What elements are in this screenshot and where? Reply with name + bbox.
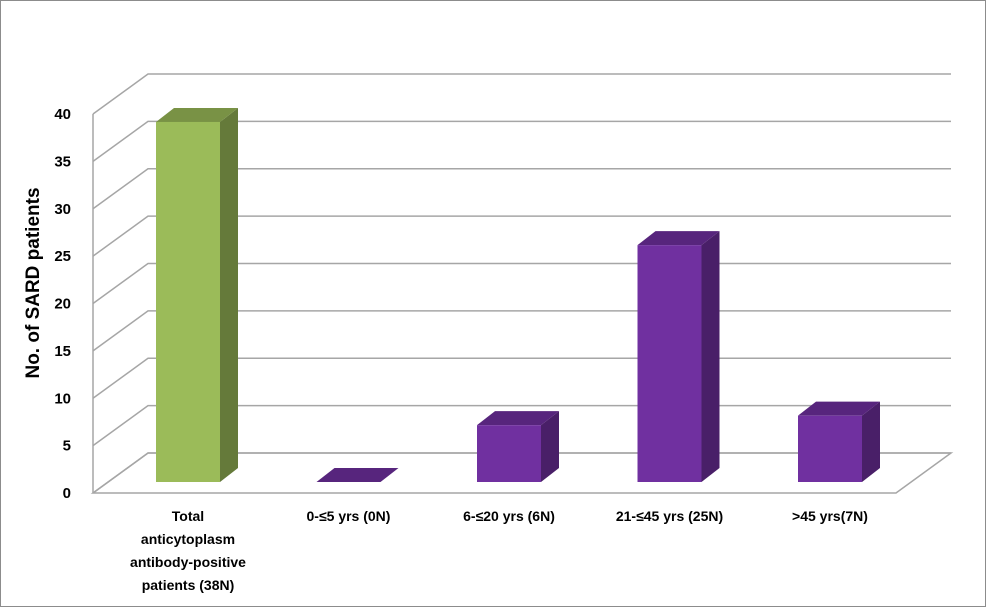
bar (316, 468, 399, 482)
bar-front (637, 245, 702, 482)
bar (156, 107, 238, 482)
bar-top (316, 468, 399, 482)
gridlines (92, 73, 951, 494)
x-category-label: Total (172, 508, 204, 524)
x-category-label: >45 yrs(7N) (792, 508, 868, 524)
y-tick-label: 20 (54, 296, 71, 313)
x-category-label: 21-≤45 yrs (25N) (616, 508, 723, 524)
bar-top (637, 231, 720, 246)
bar-front (798, 415, 862, 482)
y-tick-label: 25 (54, 248, 71, 265)
y-tick-label: 30 (54, 201, 71, 218)
bar-top (477, 411, 559, 426)
x-category-label: 0-≤5 yrs (0N) (307, 508, 391, 524)
y-axis-ticks: 0 5 10 15 20 25 30 35 40 (54, 106, 71, 502)
bar-side (220, 107, 238, 482)
x-category-label: patients (38N) (142, 577, 235, 593)
y-tick-label: 35 (54, 153, 71, 170)
y-tick-label: 0 (63, 485, 71, 502)
x-axis-categories: Total anticytoplasm antibody-positive patie… (130, 508, 868, 593)
gridline (92, 73, 951, 115)
y-tick-label: 10 (54, 390, 71, 407)
gridline (92, 215, 951, 257)
bar (637, 231, 720, 482)
x-category-label: anticytoplasm (141, 531, 235, 547)
bars (156, 107, 880, 482)
y-tick-label: 15 (54, 343, 71, 360)
bar-front (477, 425, 541, 482)
bar-top (156, 107, 238, 122)
bar (477, 411, 559, 482)
gridline (92, 120, 951, 162)
bar-side (862, 401, 880, 482)
bar-side (541, 411, 559, 482)
gridline (92, 168, 951, 210)
y-axis-label: No. of SARD patients (23, 187, 44, 378)
y-tick-label: 40 (54, 106, 71, 123)
bar (798, 401, 880, 482)
x-category-label: antibody-positive (130, 554, 246, 570)
y-tick-label: 5 (63, 438, 71, 455)
bar-top (798, 401, 880, 416)
bar-front (156, 121, 220, 482)
x-category-label: 6-≤20 yrs (6N) (463, 508, 555, 524)
bar-side (701, 231, 720, 482)
